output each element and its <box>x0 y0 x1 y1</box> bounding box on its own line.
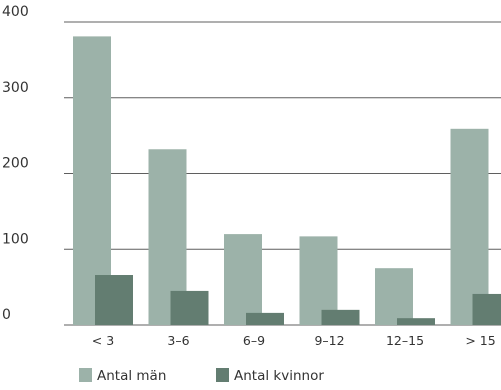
bars <box>73 36 501 325</box>
bar-men <box>224 234 262 325</box>
y-axis-ticks: 0 100 200 300 400 <box>2 4 29 323</box>
bar-women <box>171 291 209 325</box>
y-tick-label: 0 <box>2 307 11 323</box>
y-tick-label: 200 <box>2 156 29 172</box>
bar-women <box>473 294 501 325</box>
y-tick-label: 100 <box>2 231 29 247</box>
legend-label: Antal kvinnor <box>234 368 324 384</box>
y-tick-label: 300 <box>2 80 29 96</box>
x-tick-label: 9–12 <box>314 333 344 348</box>
legend-label: Antal män <box>97 368 166 384</box>
legend: Antal män Antal kvinnor <box>79 368 324 384</box>
x-tick-label: 3–6 <box>167 333 189 348</box>
x-axis-ticks: < 3 3–6 6–9 9–12 12–15 > 15 <box>92 333 496 348</box>
bar-women <box>95 275 133 325</box>
x-tick-label: 6–9 <box>243 333 265 348</box>
bar-women <box>246 313 284 325</box>
legend-swatch <box>79 368 92 382</box>
x-tick-label: > 15 <box>465 333 495 348</box>
y-tick-label: 400 <box>2 4 29 20</box>
bar-women <box>397 318 435 325</box>
legend-swatch <box>216 368 229 382</box>
bar-women <box>322 310 360 325</box>
x-tick-label: < 3 <box>92 333 114 348</box>
x-tick-label: 12–15 <box>386 333 424 348</box>
bar-men <box>375 268 413 325</box>
